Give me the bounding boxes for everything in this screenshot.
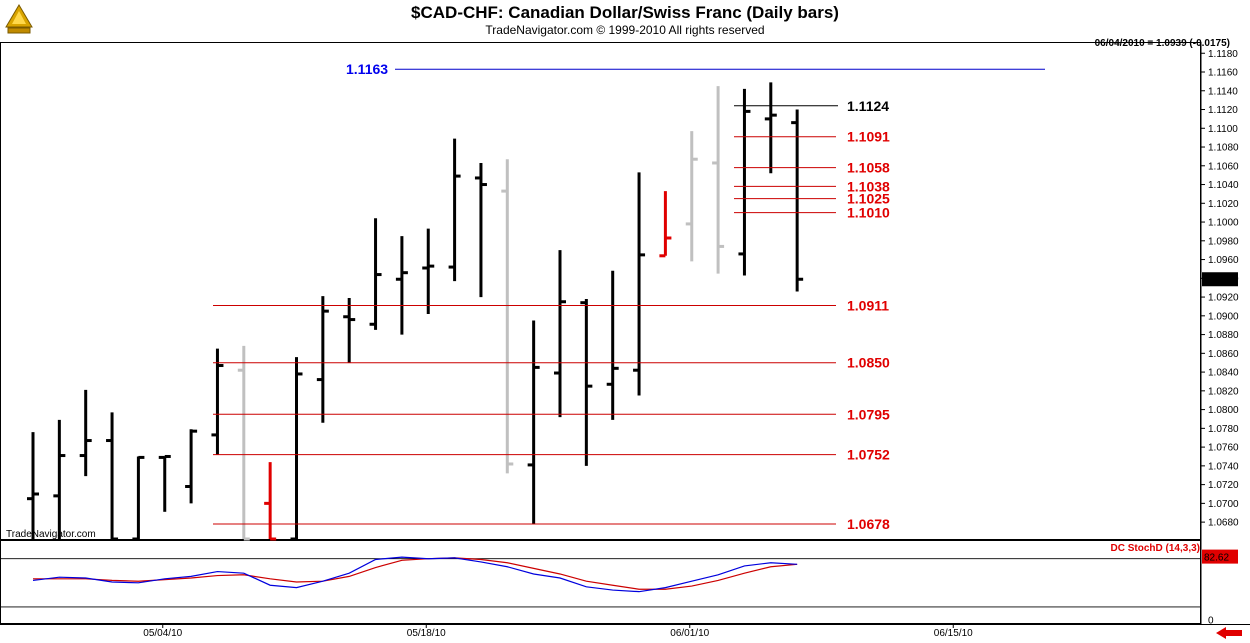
ohlc-bar: [185, 429, 198, 504]
ohlc-bar: [685, 131, 698, 262]
ohlc-bar: [738, 88, 751, 276]
ohlc-bar: [527, 320, 540, 524]
price-pane-frame: [0, 42, 1201, 540]
ohlc-bar: [369, 218, 382, 330]
y-tick-label: 1.1060: [1208, 161, 1239, 172]
ohlc-bar: [106, 412, 119, 541]
last-price-label: 1.0939: [1204, 275, 1235, 286]
y-tick-label: 1.0840: [1208, 368, 1239, 379]
ohlc-bar: [316, 296, 329, 423]
ohlc-bar: [343, 298, 356, 363]
level-label: 1.0752: [847, 447, 890, 463]
ohlc-bar: [764, 82, 777, 174]
ohlc-bar: [422, 228, 435, 314]
level-label: 1.1010: [847, 205, 890, 221]
x-tick-label: 05/18/10: [407, 628, 446, 639]
stochastic-lines: 82.62 0: [1, 549, 1238, 627]
ohlc-bar: [580, 298, 593, 466]
y-tick-label: 1.0800: [1208, 405, 1239, 416]
level-label: 1.1163: [346, 61, 388, 77]
tradenavigator-logo-icon[interactable]: [2, 2, 36, 36]
ohlc-bar: [211, 348, 224, 455]
chart-title: $CAD-CHF: Canadian Dollar/Swiss Franc (D…: [411, 3, 839, 22]
ohlc-bar: [79, 389, 92, 477]
stoch-zero-label: 0: [1208, 616, 1214, 627]
ohlc-bar: [554, 250, 566, 418]
y-tick-label: 1.1140: [1208, 86, 1238, 97]
ohlc-bar: [264, 462, 277, 541]
price-axis: 1.1180 1.1160 1.1140 1.1120 1.1100 1.1080 1.10…: [1201, 49, 1239, 529]
watermark: TradeNavigator.com: [6, 529, 96, 540]
y-tick-label: 1.1160: [1208, 68, 1238, 79]
y-tick-label: 1.1080: [1208, 143, 1239, 154]
y-tick-label: 1.0980: [1208, 236, 1239, 247]
indicator-pane-frame: [0, 540, 1201, 624]
ohlc-bar: [474, 162, 487, 298]
x-tick-label: 05/04/10: [143, 628, 182, 639]
x-tick-label: 06/01/10: [670, 628, 709, 639]
ohlc-bar: [237, 345, 250, 541]
y-tick-label: 1.1020: [1208, 199, 1239, 210]
level-label: 1.1038: [847, 178, 890, 194]
ohlc-bar: [712, 86, 725, 274]
y-tick-label: 1.1180: [1208, 49, 1238, 60]
ohlc-bar: [633, 172, 646, 396]
stoch-d-line: [33, 557, 798, 590]
stoch-k-line: [32, 556, 798, 593]
ohlc-bar: [27, 432, 39, 539]
stoch-value-label: 82.62: [1204, 553, 1229, 564]
ohlc-bar: [659, 191, 672, 258]
y-tick-label: 1.1040: [1208, 180, 1239, 191]
ohlc-bar: [395, 236, 408, 335]
y-tick-label: 1.0720: [1208, 480, 1239, 491]
y-tick-label: 1.0700: [1208, 499, 1239, 510]
y-tick-label: 1.0780: [1208, 424, 1239, 435]
level-label: 1.0678: [847, 516, 890, 532]
level-label: 1.1025: [847, 191, 890, 207]
y-tick-label: 1.1100: [1208, 124, 1238, 135]
date-axis: 05/04/10 05/18/10 06/01/10 06/15/10: [143, 624, 973, 639]
y-tick-label: 1.0900: [1208, 311, 1239, 322]
y-tick-label: 1.0860: [1208, 349, 1239, 360]
y-tick-label: 1.0760: [1208, 443, 1239, 454]
y-tick-label: 1.0880: [1208, 330, 1239, 341]
scroll-left-arrow-icon[interactable]: [1214, 627, 1244, 639]
ohlc-bar: [290, 357, 303, 541]
x-tick-label: 06/15/10: [934, 628, 973, 639]
last-quote-readout: 06/04/2010 = 1.0939 (-0.0175): [1094, 38, 1230, 49]
y-tick-label: 1.0680: [1208, 518, 1239, 529]
ohlc-bar: [501, 159, 514, 474]
y-tick-label: 1.0820: [1208, 386, 1239, 397]
level-label: 1.1091: [847, 129, 890, 145]
y-tick-label: 1.0920: [1208, 293, 1239, 304]
level-label: 1.0911: [847, 298, 889, 314]
ohlc-bar: [606, 270, 619, 420]
ohlc-bar: [791, 109, 804, 292]
level-label: 1.0795: [847, 406, 890, 422]
ohlc-bar: [53, 419, 66, 539]
ohlc-bar: [158, 454, 171, 512]
y-tick-label: 1.0740: [1208, 461, 1239, 472]
level-label: 1.0850: [847, 355, 890, 371]
y-tick-label: 1.0960: [1208, 255, 1239, 266]
price-bars: [27, 82, 804, 541]
stoch-value-box: [1202, 549, 1238, 564]
y-tick-label: 1.1000: [1208, 218, 1239, 229]
level-label: 1.1058: [847, 160, 890, 176]
y-tick-label: 1.1120: [1208, 105, 1238, 116]
level-label: 1.1124: [847, 98, 889, 114]
ohlc-bar: [448, 138, 461, 282]
last-price-box: [1202, 272, 1238, 287]
chart-subtitle: TradeNavigator.com © 1999-2010 All right…: [485, 23, 765, 37]
indicator-label: DC StochD (14,3,3): [1110, 543, 1200, 554]
fib-levels: 1.1163 1.1124 1.1091 1.1058 1.10381.10251.10…: [213, 61, 1045, 532]
ohlc-bar: [132, 455, 145, 541]
